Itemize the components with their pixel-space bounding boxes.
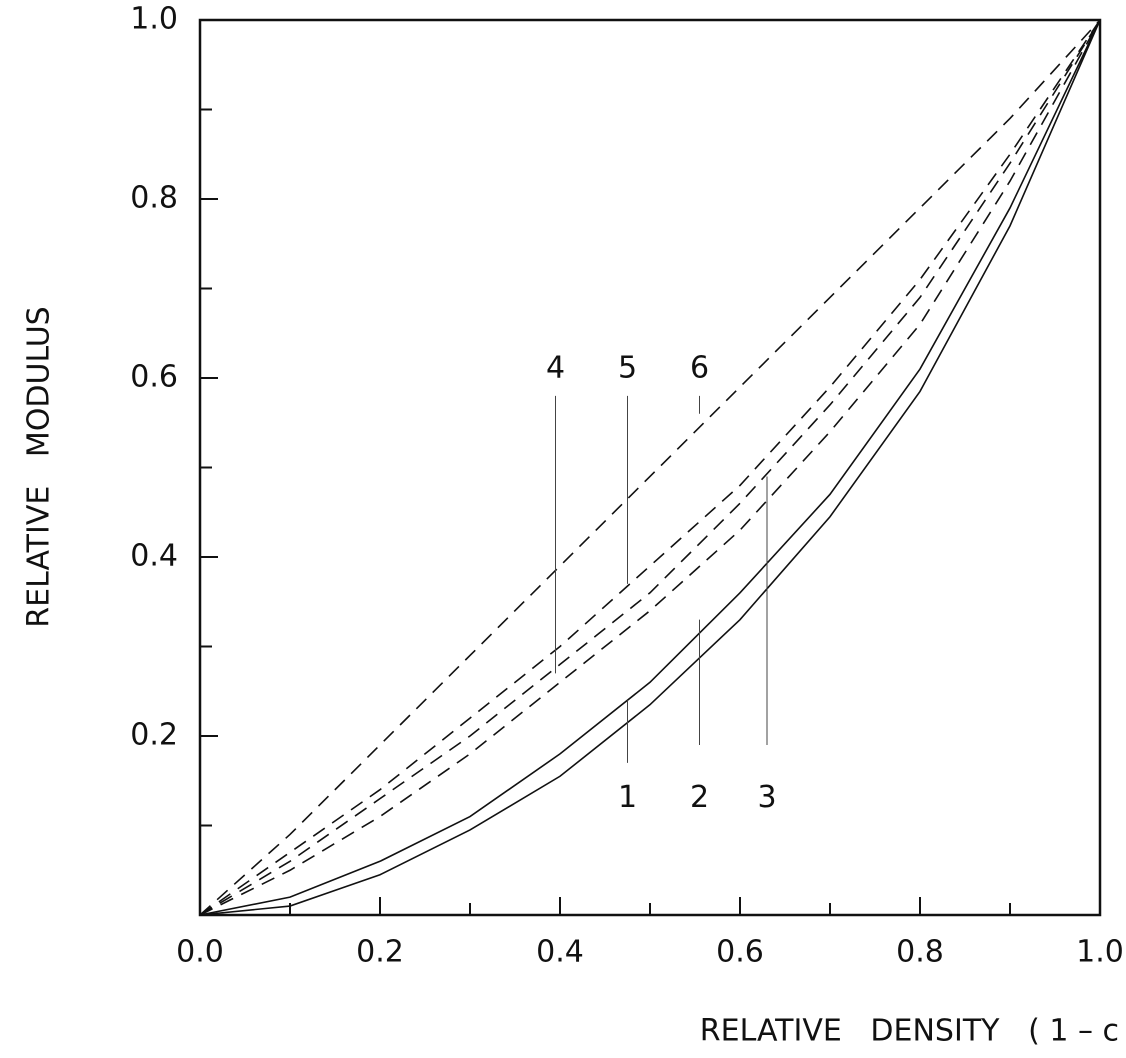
y-tick-label: 0.6	[130, 360, 178, 395]
x-tick-label: 1.0	[1076, 935, 1124, 970]
curve-label: 6	[690, 351, 709, 386]
curve-label: 3	[757, 780, 776, 815]
curve-label: 1	[618, 780, 637, 815]
x-tick-label: 0.6	[716, 935, 764, 970]
x-tick-label: 0.2	[356, 935, 404, 970]
y-tick-label: 0.2	[130, 718, 178, 753]
plot-frame	[198, 18, 1102, 917]
y-tick-label: 1.0	[130, 2, 178, 37]
curve-label: 4	[546, 351, 565, 386]
curve	[199, 19, 1101, 916]
curve-label: 5	[618, 351, 637, 386]
y-axis-label: RELATIVE MODULUS	[22, 306, 57, 627]
x-tick-label: 0.8	[896, 935, 944, 970]
y-tick-label: 0.4	[130, 539, 178, 574]
x-tick-label: 0.0	[176, 935, 224, 970]
curve	[199, 19, 1101, 916]
x-axis-label: RELATIVE DENSITY ( 1 – c )	[700, 1014, 1126, 1049]
x-tick-label: 0.4	[536, 935, 584, 970]
curve	[199, 19, 1101, 916]
curve-label: 2	[690, 780, 709, 815]
curve	[199, 19, 1101, 916]
curve	[199, 19, 1101, 916]
y-tick-label: 0.8	[130, 181, 178, 216]
curve	[199, 19, 1101, 916]
